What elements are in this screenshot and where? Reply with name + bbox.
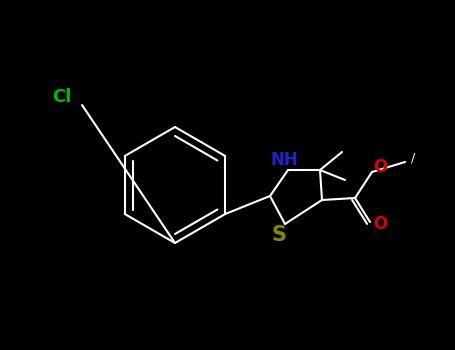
Text: NH: NH (270, 151, 298, 169)
Text: S: S (272, 225, 287, 245)
Text: /: / (411, 152, 415, 164)
Text: Cl: Cl (52, 88, 72, 106)
Text: O: O (373, 215, 387, 233)
Text: O: O (373, 158, 387, 176)
